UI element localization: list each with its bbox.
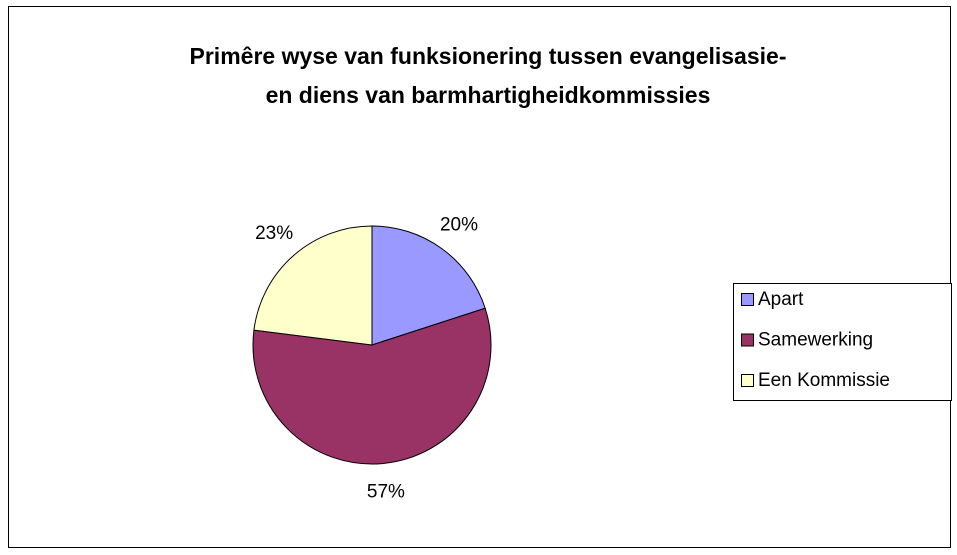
legend-label: Samewerking: [758, 330, 873, 351]
chart-title: Primêre wyse van funksionering tussen ev…: [189, 43, 787, 108]
legend-swatch: [741, 293, 754, 306]
legend-swatch: [741, 333, 754, 347]
data-label: 23%: [255, 223, 293, 244]
pie-slice: [252, 307, 492, 465]
legend-swatch: [741, 374, 754, 387]
pie-slice: [371, 225, 486, 346]
legend-box: [733, 283, 952, 401]
pie-slice: [253, 225, 373, 346]
chart-border: [8, 6, 951, 548]
legend-label: Apart: [758, 289, 804, 310]
data-label: 57%: [367, 481, 405, 502]
legend-label: Een Kommissie: [758, 370, 890, 391]
data-label: 20%: [440, 214, 478, 235]
